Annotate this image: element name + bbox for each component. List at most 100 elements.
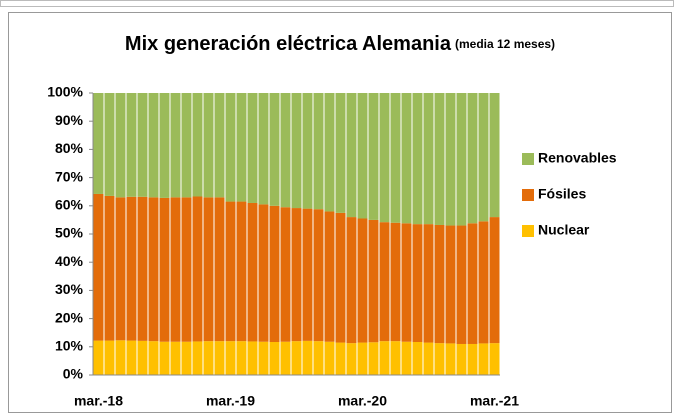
bar-segment <box>379 222 390 342</box>
bar-segment <box>137 340 148 375</box>
bar-segment <box>412 93 423 225</box>
legend-swatch <box>522 153 534 165</box>
bar-segment <box>225 201 236 342</box>
bar-segment <box>401 223 412 342</box>
y-tick-label: 70% <box>55 168 84 184</box>
bar-segment <box>192 93 203 197</box>
bar-segment <box>159 197 170 342</box>
bar-segment <box>445 225 456 344</box>
bar-segment <box>434 93 445 225</box>
bar-segment <box>412 224 423 343</box>
bar-segment <box>148 93 159 198</box>
bar-segment <box>258 341 269 375</box>
bar-segment <box>401 341 412 375</box>
bar-segment <box>423 342 434 375</box>
bar-segment <box>291 93 302 209</box>
bar-segment <box>203 93 214 198</box>
bar-segment <box>269 342 280 375</box>
bar-segment <box>302 340 313 375</box>
bar-segment <box>203 197 214 342</box>
bar-segment <box>137 93 148 197</box>
bar-segment <box>170 341 181 375</box>
bar-segment <box>104 93 115 196</box>
bar-segment <box>115 93 126 198</box>
bar-segment <box>269 93 280 206</box>
bar-segment <box>379 93 390 223</box>
bar-segment <box>335 342 346 375</box>
bar-segment <box>115 340 126 375</box>
y-tick-label: 0% <box>63 366 84 382</box>
bar-segment <box>280 93 291 208</box>
bar-segment <box>390 341 401 375</box>
bar-segment <box>126 340 137 375</box>
bar-segment <box>467 93 478 224</box>
bar-segment <box>357 93 368 219</box>
bar-segment <box>313 209 324 342</box>
bar-segment <box>467 343 478 375</box>
bar-segment <box>291 341 302 375</box>
bar-segment <box>456 93 467 226</box>
bar-segment <box>258 204 269 342</box>
bar-segment <box>291 208 302 342</box>
y-tick-label: 20% <box>55 309 84 325</box>
bar-segment <box>423 93 434 225</box>
bar-segment <box>214 341 225 375</box>
bar-segment <box>93 193 104 341</box>
bar-segment <box>313 341 324 375</box>
bar-segment <box>181 197 192 342</box>
bar-segment <box>247 341 258 375</box>
bar-segment <box>335 212 346 343</box>
title-group: Mix generación eléctrica Alemania (media … <box>125 33 555 55</box>
bar-segment <box>368 93 379 220</box>
chart-title: Mix generación eléctrica Alemania <box>125 33 452 55</box>
bar-segment <box>445 93 456 226</box>
legend-label: Renovables <box>538 150 617 166</box>
bar-segment <box>214 197 225 342</box>
bar-segment <box>434 343 445 375</box>
bar-segment <box>390 93 401 223</box>
bar-segment <box>247 202 258 342</box>
legend-swatch <box>522 189 534 201</box>
legend-label: Nuclear <box>538 222 590 238</box>
y-tick-label: 60% <box>55 197 84 213</box>
x-tick-label: mar.-21 <box>470 393 519 409</box>
bar-segment <box>302 208 313 341</box>
legend-swatch <box>522 225 534 237</box>
bar-segment <box>489 343 500 375</box>
x-tick-label: mar.-18 <box>74 393 123 409</box>
bar-segment <box>192 196 203 342</box>
bar-segment <box>324 211 335 342</box>
bar-segment <box>357 218 368 343</box>
bar-segment <box>181 341 192 375</box>
bar-segment <box>236 93 247 202</box>
y-tick-label: 10% <box>55 338 84 354</box>
bar-segment <box>489 217 500 344</box>
bar-segment <box>225 93 236 202</box>
y-tick-label: 50% <box>55 225 84 241</box>
bar-segment <box>236 341 247 375</box>
bar-segment <box>423 224 434 343</box>
bar-segment <box>181 93 192 198</box>
bar-segment <box>126 196 137 341</box>
bar-segment <box>93 340 104 375</box>
bar-segment <box>93 93 104 194</box>
bar-segment <box>324 93 335 212</box>
bar-segment <box>412 342 423 375</box>
bar-segment <box>203 341 214 375</box>
bar-segment <box>159 93 170 198</box>
bar-segment <box>456 343 467 375</box>
y-tick-label: 30% <box>55 281 84 297</box>
chart-subtitle: (media 12 meses) <box>455 37 555 51</box>
bar-segment <box>269 205 280 343</box>
bar-segment <box>346 217 357 344</box>
bar-segment <box>137 196 148 341</box>
bar-segment <box>434 224 445 344</box>
y-tick-label: 80% <box>55 140 84 156</box>
y-tick-label: 90% <box>55 112 84 128</box>
bar-segment <box>148 197 159 342</box>
bar-segment <box>170 197 181 342</box>
bar-segment <box>445 343 456 375</box>
y-tick-label: 100% <box>47 84 83 100</box>
